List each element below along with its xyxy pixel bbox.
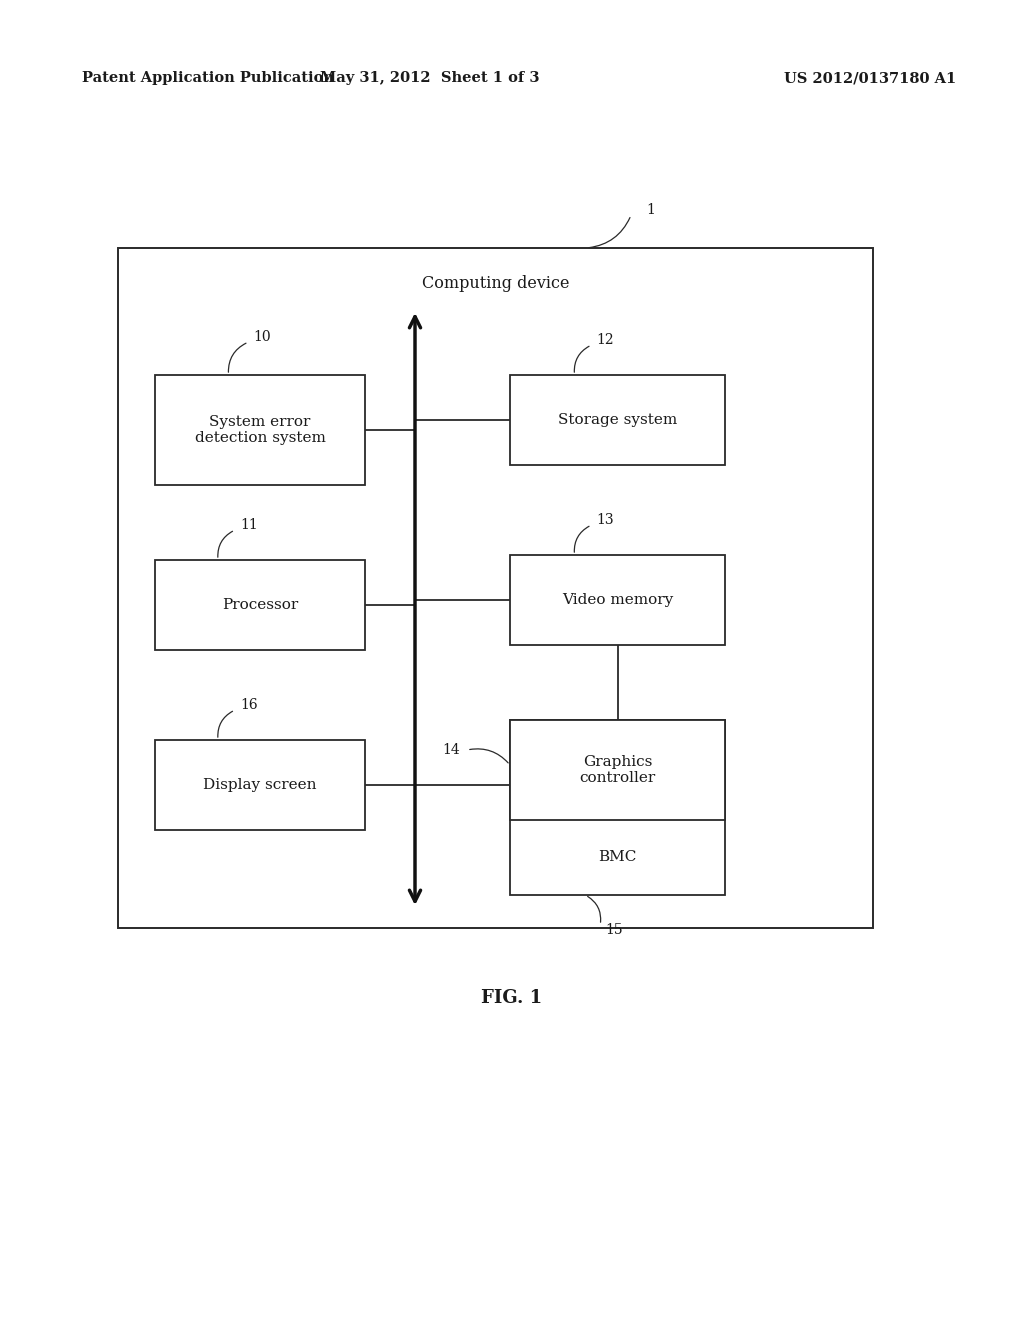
Text: 14: 14	[442, 743, 460, 756]
Bar	[155, 560, 365, 649]
Text: 16: 16	[240, 698, 258, 711]
Bar	[510, 719, 725, 820]
Text: Processor: Processor	[222, 598, 298, 612]
Bar	[155, 741, 365, 830]
Text: US 2012/0137180 A1: US 2012/0137180 A1	[784, 71, 956, 84]
Text: Patent Application Publication: Patent Application Publication	[82, 71, 334, 84]
Text: System error
detection system: System error detection system	[195, 414, 326, 445]
Bar	[510, 554, 725, 645]
Bar	[510, 719, 725, 895]
Text: 13: 13	[597, 513, 614, 527]
Bar	[155, 375, 365, 484]
Text: Storage system: Storage system	[558, 413, 677, 426]
Text: Display screen: Display screen	[203, 777, 316, 792]
Text: 10: 10	[254, 330, 271, 345]
Bar	[510, 375, 725, 465]
Text: FIG. 1: FIG. 1	[481, 989, 543, 1007]
Text: 12: 12	[597, 333, 614, 347]
Text: 1: 1	[646, 203, 655, 216]
Text: 11: 11	[240, 517, 258, 532]
Text: BMC: BMC	[598, 850, 637, 865]
Text: Computing device: Computing device	[422, 275, 569, 292]
Bar	[118, 248, 873, 928]
Text: Graphics
controller: Graphics controller	[580, 755, 655, 785]
Text: May 31, 2012  Sheet 1 of 3: May 31, 2012 Sheet 1 of 3	[321, 71, 540, 84]
Text: Video memory: Video memory	[562, 593, 673, 607]
Text: 15: 15	[605, 923, 623, 937]
